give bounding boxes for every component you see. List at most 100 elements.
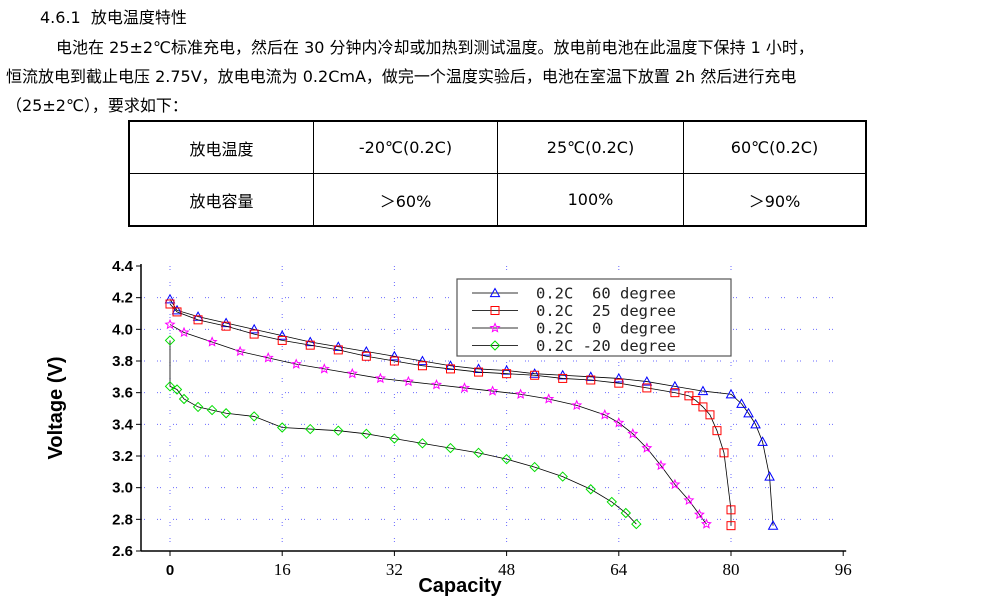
square-marker — [474, 367, 484, 377]
series-line — [169, 299, 774, 526]
triangle-marker — [361, 345, 372, 356]
square-marker — [389, 356, 399, 366]
triangle-marker — [736, 398, 747, 408]
x-tick-label: 64 — [610, 560, 628, 579]
y-tick-label: 3.4 — [112, 416, 134, 433]
y-tick-label: 2.6 — [112, 543, 133, 560]
star-marker — [571, 399, 583, 411]
x-axis-label: Capacity — [418, 575, 502, 597]
paragraph-line: 恒流放电到截止电压 2.75V，放电电流为 0.2CmA，做完一个温度实验后，电… — [6, 67, 797, 86]
y-tick-label: 4.4 — [112, 258, 134, 275]
triangle-marker — [489, 287, 501, 298]
series-3 — [164, 335, 642, 530]
y-tick-label: 3.2 — [112, 448, 133, 465]
series-2 — [164, 318, 712, 529]
table-cell: ＞60% — [313, 173, 498, 227]
table-cell: 100% — [497, 173, 684, 227]
table-cell: 放电温度 — [128, 120, 314, 174]
star-marker — [489, 322, 501, 333]
diamond-marker — [489, 340, 501, 351]
legend-label: 0.2C 25 degree — [536, 302, 676, 320]
star-marker — [290, 358, 302, 369]
diamond-marker — [445, 442, 456, 454]
triangle-marker — [276, 330, 288, 340]
paragraph-line: 电池在 25±2℃标准充电，然后在 30 分钟内冷却或加热到测试温度。放电前电池… — [56, 38, 814, 57]
square-marker — [193, 315, 203, 325]
section-title: 放电温度特性 — [90, 8, 187, 27]
diamond-marker — [557, 471, 568, 482]
diamond-marker — [178, 393, 190, 405]
series-line — [169, 324, 707, 525]
star-marker — [613, 417, 625, 428]
star-marker — [669, 478, 681, 490]
diamond-marker — [620, 507, 632, 519]
y-tick-label: 3.0 — [112, 480, 133, 497]
square-marker — [305, 340, 315, 350]
square-marker — [221, 321, 231, 331]
square-marker — [172, 307, 182, 317]
diamond-marker — [192, 401, 204, 413]
x-tick-label: 80 — [723, 560, 740, 579]
diamond-marker — [585, 484, 596, 495]
star-marker — [318, 363, 330, 374]
square-marker — [249, 329, 259, 339]
paragraph-line: （25±2℃），要求如下： — [6, 96, 188, 115]
diamond-marker — [206, 404, 218, 416]
section-heading: 4.6.1 放电温度特性 — [40, 4, 187, 28]
triangle-marker — [613, 372, 625, 383]
square-marker — [417, 361, 427, 371]
diamond-marker — [305, 423, 316, 435]
triangle-marker — [248, 323, 260, 334]
square-marker — [165, 299, 175, 309]
square-marker — [712, 426, 722, 436]
square-marker — [698, 402, 708, 412]
square-marker — [705, 410, 715, 420]
square-marker — [719, 448, 729, 458]
diamond-marker — [171, 384, 183, 395]
star-marker — [515, 388, 527, 399]
square-marker — [691, 396, 701, 406]
square-marker — [490, 306, 500, 315]
requirements-table: 放电温度 -20℃(0.2C) 25℃(0.2C) 60℃(0.2C) 放电容量… — [128, 120, 867, 227]
star-marker — [700, 518, 712, 529]
diamond-marker — [276, 422, 288, 433]
triangle-marker — [725, 388, 737, 399]
star-marker — [430, 379, 443, 390]
star-marker — [458, 382, 471, 393]
series-line — [169, 340, 637, 525]
star-marker — [346, 367, 358, 379]
diamond-marker — [248, 411, 260, 422]
square-marker — [642, 383, 652, 393]
square-marker — [361, 351, 371, 361]
table-cell: 放电容量 — [128, 173, 314, 227]
diamond-marker — [631, 518, 642, 530]
square-marker — [277, 335, 287, 345]
triangle-marker — [697, 385, 709, 396]
triangle-marker — [641, 376, 653, 386]
section-number: 4.6.1 — [40, 8, 81, 27]
table-row: 放电温度 -20℃(0.2C) 25℃(0.2C) 60℃(0.2C) — [128, 120, 867, 174]
star-marker — [683, 494, 695, 506]
star-marker — [599, 408, 611, 420]
star-marker — [164, 318, 176, 330]
star-marker — [655, 459, 667, 471]
diamond-marker — [473, 447, 484, 459]
y-tick-label: 3.6 — [112, 385, 133, 402]
y-tick-label: 4.2 — [112, 290, 133, 307]
square-marker — [726, 505, 736, 515]
star-marker — [641, 442, 653, 453]
diamond-marker — [164, 381, 176, 392]
square-marker — [502, 369, 512, 379]
star-marker — [234, 345, 246, 357]
y-axis-label: Voltage (V) — [45, 357, 67, 460]
y-tick-label: 3.8 — [112, 353, 133, 370]
star-marker — [402, 375, 414, 387]
triangle-marker — [164, 293, 176, 304]
triangle-marker — [669, 380, 681, 391]
triangle-marker — [417, 355, 428, 366]
star-marker — [178, 326, 190, 338]
diamond-marker — [164, 335, 176, 346]
table-row: 放电容量 ＞60% 100% ＞90% — [128, 173, 867, 227]
diamond-marker — [333, 425, 344, 436]
